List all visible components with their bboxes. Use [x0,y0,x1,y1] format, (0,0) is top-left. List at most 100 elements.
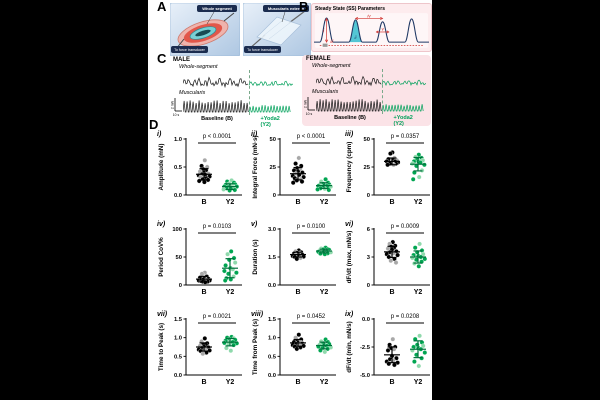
baseline-trace [183,100,249,113]
data-point [416,174,422,180]
error-bar [316,182,332,189]
data-point [395,252,400,258]
callout-line [281,11,286,23]
yoda2-trace [248,105,291,113]
y-tick-label: -5.0 [360,373,370,379]
female-muscularis-trace [316,99,424,112]
p-value: p = 0.0208 [391,314,420,320]
p-value: p < 0.0001 [203,134,232,140]
whole-segment-caption: Whole segment [202,6,232,11]
error-bar [384,346,400,364]
data-point [416,363,422,369]
error-bar [290,338,306,347]
data-point [202,179,207,185]
scatter-plot-i: 0.0 0.5 1.0 i) Amplitude (mN) p < 0.0001 B Y2 [154,125,244,213]
data-point [293,161,298,166]
y-axis-label: Duration (s) [252,239,259,274]
annotation-iii: iii [330,39,334,44]
scatter-plot-grid: 0.0 0.5 1.0 i) Amplitude (mN) p < 0.0001 B Y2 0 2… [154,125,432,393]
data-point [231,342,236,348]
x-tick-label-B: B [389,379,394,386]
yoda2-trace [248,80,293,87]
scale-bar-horizontal-label: 10 s [306,112,313,116]
drug-application-separator [249,70,250,115]
error-bar [410,156,426,172]
error-bar [222,258,238,279]
data-point [422,350,428,355]
data-point [290,180,296,186]
data-point [385,348,391,353]
subpanel-label: i) [157,131,162,138]
x-tick-label-B: B [201,289,206,296]
figure-canvas: A Whole segment To force transducer [148,0,432,400]
female-baseline-label: Baseline (B) [334,115,366,121]
x-tick-label-Y2: Y2 [226,289,235,296]
y-tick-label: 50 [270,137,276,143]
y-tick-label: 0.0 [268,283,276,289]
y-tick-label: 0.5 [174,165,183,171]
label-pill [197,5,237,12]
scatter-svg: 0.0 0.5 1.0 i) Amplitude (mN) p < 0.0001 B Y2 [157,131,242,206]
integral-area [348,19,363,43]
scatter-svg: 0.0 0.5 1.0 1.5 vii) Time to Peak (s) p = 0.00… [157,311,242,386]
p-value: p = 0.0009 [391,224,420,230]
subpanel-label: iii) [345,131,354,138]
data-point [388,258,394,264]
scale-bar-horizontal-label: 10 s [173,113,180,117]
intestine-segment-graphic [177,19,229,47]
data-point [417,241,422,247]
male-whole-segment-trace [183,76,293,89]
scatter-svg: 0 3 6 vi) dF/dt (max, mN/s) p = 0.0009 B Y2 [345,221,430,296]
scale-bar: 2 mN 10 s [304,97,315,116]
male-whole-segment-label: Whole-segment [179,64,218,70]
force-transducer-caption: To force transducer [247,48,279,52]
x-tick-label-Y2: Y2 [320,289,329,296]
annotation-arrows [319,16,424,46]
y-tick-label: 1.0 [174,137,182,143]
wave-backdrop [314,13,429,48]
female-yoda2-label: +Yoda2 (Y2) [393,115,413,127]
y-tick-label: 3 [367,255,371,261]
error-bar [410,340,426,359]
male-title: MALE [173,57,190,63]
x-tick-label-Y2: Y2 [414,199,423,206]
data-point [390,336,396,342]
male-trace-panel: MALE Whole-segment Muscularis 2 mN 10 s … [169,56,298,128]
annotation-i: i [323,28,325,34]
data-point [296,332,302,338]
data-point [393,260,399,265]
label-pill [263,5,309,12]
error-bar [290,251,306,258]
error-bar [290,166,306,181]
female-muscularis-label: Muscularis [312,89,339,95]
scatter-svg: 0 50 100 iv) Period CoV% p = 0.0103 B Y2 [157,221,242,296]
data-point [412,359,417,364]
scatter-svg: 0.0 0.5 1.0 1.5 viii)Time from Peak (s) p = 0… [251,311,336,386]
sheet-texture [268,21,292,40]
p-value: p < 0.0001 [297,134,326,140]
y-tick-label: 50 [176,255,182,261]
y-tick-label: 100 [172,227,182,233]
data-point [221,187,226,192]
y-axis-label: Period CoV% [158,237,165,277]
y-tick-label: 25 [270,165,277,171]
scatter-svg: 0 25 50 ii)Integral Force (mN·s) p < 0.0001 B… [251,131,336,206]
scale-bar-vertical-label: 2 mN [171,100,175,109]
x-tick-label-Y2: Y2 [414,289,423,296]
x-tick-label-Y2: Y2 [226,199,235,206]
data-point [223,263,228,268]
x-tick-label-B: B [389,199,394,206]
baseline-trace [316,75,382,87]
x-tick-label-B: B [201,199,206,206]
data-point [225,251,230,257]
female-title: FEMALE [306,56,331,62]
drug-application-separator [382,69,383,114]
steady-state-parameters-box: Steady State (SS) Parameters i ii iii [311,3,432,52]
data-point [228,348,234,354]
scatter-plot-ix: 0.0 -2.5 -5.0 ix) dF/dt (min, mN/s) p = 0.020… [342,305,432,393]
steady-state-waveform: i ii iii iv v [314,13,429,48]
y-tick-label: 1.0 [174,336,182,342]
error-bar [196,168,212,181]
subpanel-label: vi) [345,221,354,228]
subpanel-label: ii) [251,131,258,138]
